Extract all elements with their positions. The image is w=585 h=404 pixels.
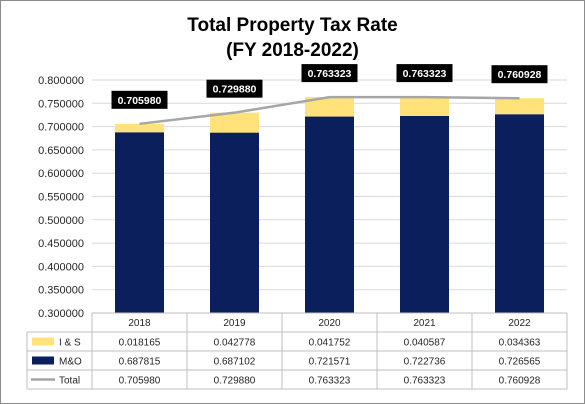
data-label-box: [206, 79, 263, 98]
data-label-box: [111, 90, 168, 109]
data-label: 0.705980: [118, 95, 162, 107]
x-tick-label: 2020: [318, 318, 341, 329]
y-tick-label: 0.350000: [38, 285, 84, 297]
table-cell: 0.760928: [499, 376, 541, 387]
data-label: 0.729880: [213, 84, 257, 96]
bar-is-2019: [210, 112, 259, 133]
legend-total-label: Total: [59, 376, 80, 387]
legend-is-swatch: [32, 337, 54, 346]
chart-title: Total Property Tax Rate: [187, 15, 398, 36]
table-cell: 0.040587: [404, 338, 446, 349]
x-tick-label: 2019: [223, 318, 246, 329]
y-tick-label: 0.750000: [38, 98, 84, 110]
x-tick-label: 2021: [413, 318, 436, 329]
bar-is-2021: [400, 97, 449, 117]
bar-mo-2020: [305, 116, 354, 313]
y-tick-label: 0.650000: [38, 145, 84, 157]
x-tick-label: 2022: [508, 318, 531, 329]
table-cell: 0.687815: [119, 357, 161, 368]
data-label-box: [396, 64, 453, 83]
table-cell: 0.729880: [214, 376, 256, 387]
data-label: 0.763323: [308, 68, 352, 80]
table-cell: 0.763323: [309, 376, 351, 387]
table-cell: 0.042778: [214, 338, 256, 349]
y-tick-label: 0.800000: [38, 75, 84, 87]
bar-mo-2021: [400, 116, 449, 313]
table-cell: 0.034363: [499, 338, 541, 349]
data-label-box: [301, 64, 358, 83]
bar-is-2022: [495, 98, 544, 115]
bar-mo-2018: [115, 132, 164, 313]
legend-mo-swatch: [32, 356, 54, 365]
table-cell: 0.763323: [404, 376, 446, 387]
data-label-box: [491, 65, 548, 84]
y-tick-label: 0.550000: [38, 192, 84, 204]
table-cell: 0.687102: [214, 357, 256, 368]
x-tick-label: 2018: [128, 318, 151, 329]
table-cell: 0.705980: [119, 376, 161, 387]
bar-mo-2019: [210, 132, 259, 313]
table-cell: 0.018165: [119, 338, 161, 349]
y-tick-label: 0.450000: [38, 238, 84, 250]
y-tick-label: 0.500000: [38, 215, 84, 227]
chart-subtitle: (FY 2018-2022): [226, 40, 359, 61]
table-cell: 0.041752: [309, 338, 351, 349]
y-tick-label: 0.300000: [38, 308, 84, 320]
table-cell: 0.722736: [404, 357, 446, 368]
table-cell: 0.726565: [499, 357, 541, 368]
bar-is-2020: [305, 97, 354, 117]
y-tick-label: 0.400000: [38, 261, 84, 273]
y-tick-label: 0.700000: [38, 122, 84, 134]
legend-is-label: I & S: [59, 338, 81, 349]
data-label: 0.760928: [498, 69, 542, 81]
total-line: [139, 95, 520, 126]
y-tick-label: 0.600000: [38, 168, 84, 180]
data-label: 0.763323: [403, 68, 447, 80]
table-cell: 0.721571: [309, 357, 351, 368]
bar-is-2018: [115, 123, 164, 133]
bar-mo-2022: [495, 114, 544, 314]
legend-mo-label: M&O: [59, 357, 82, 368]
